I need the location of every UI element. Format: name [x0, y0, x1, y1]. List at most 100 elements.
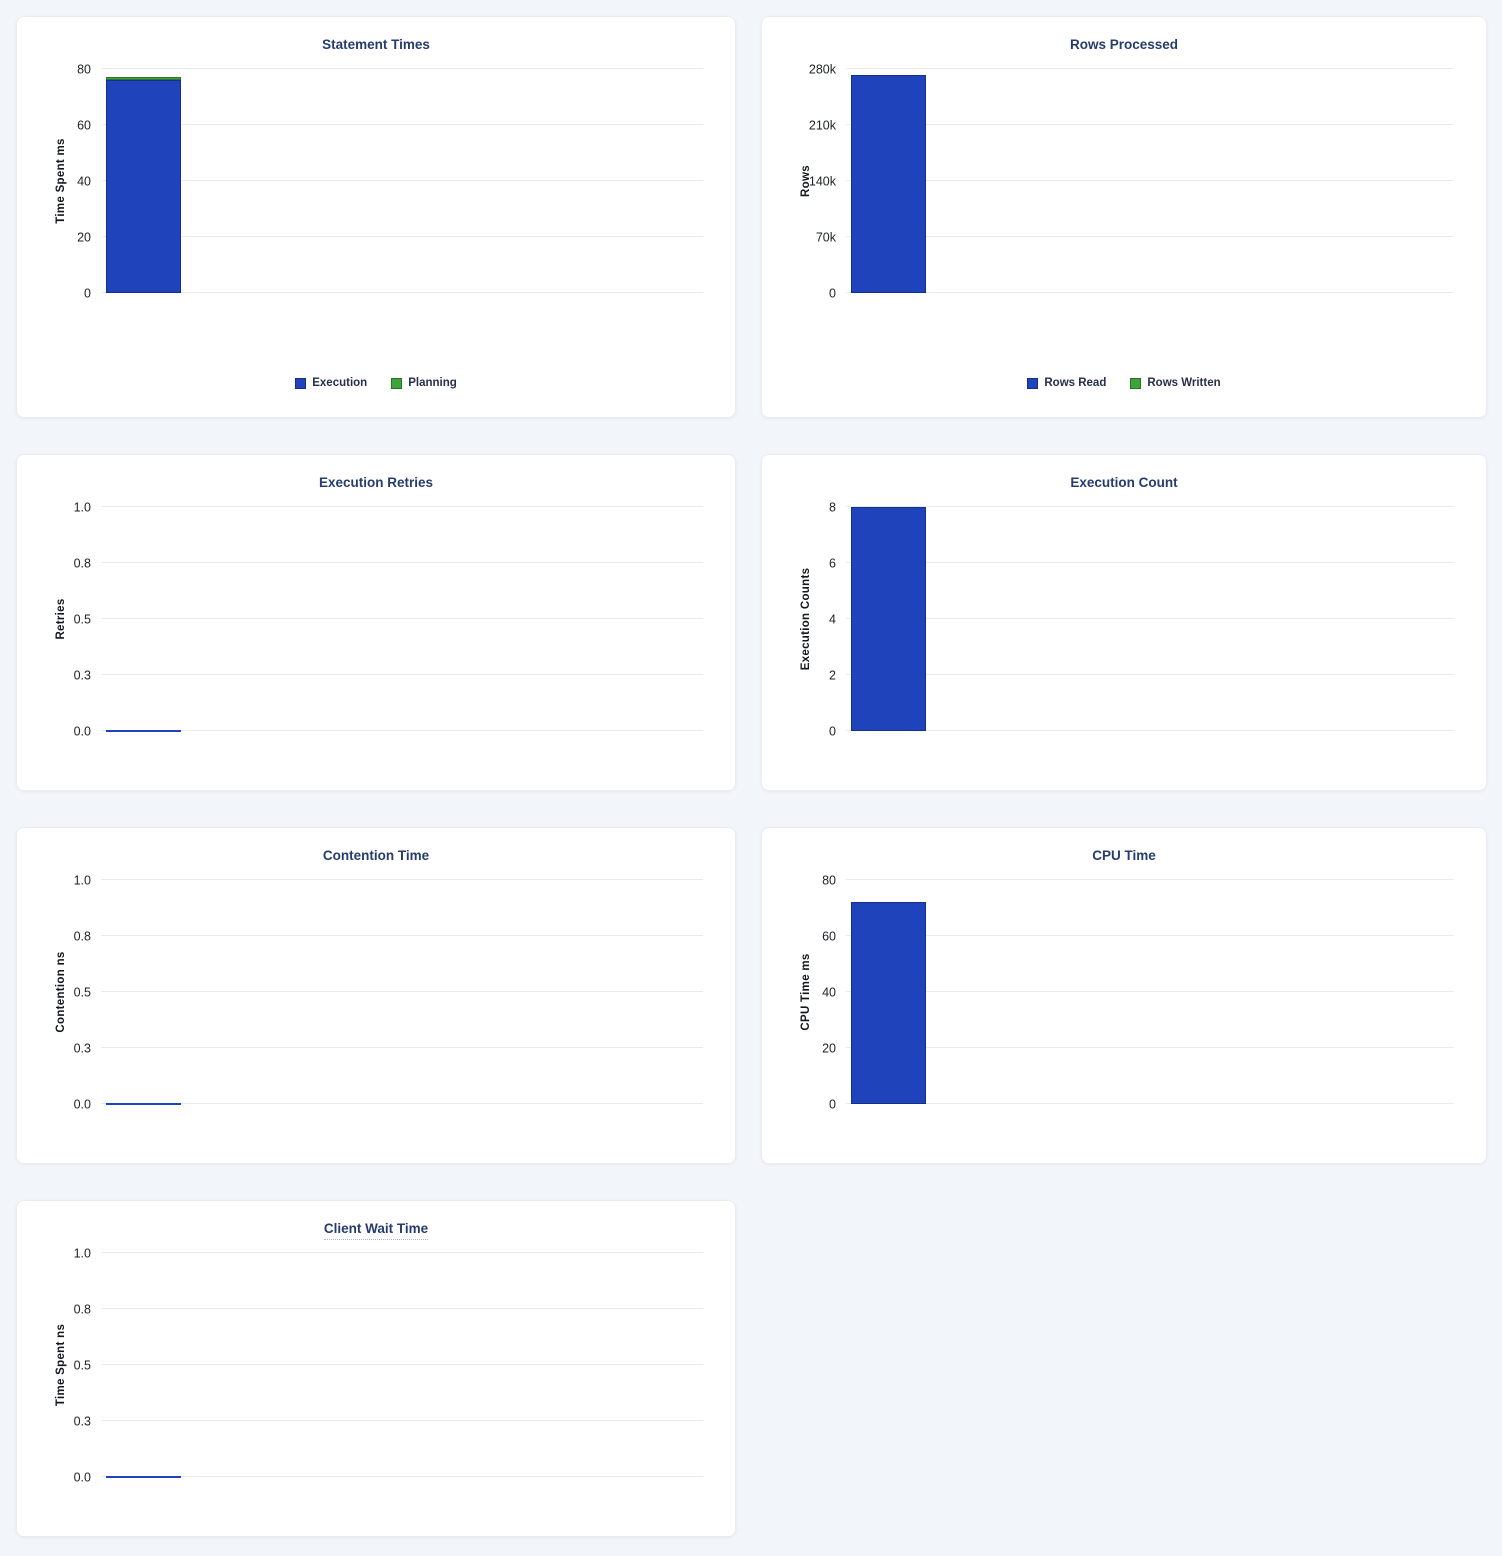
- legend-swatch-blue: [1027, 377, 1039, 389]
- y-tick-label: 0.8: [73, 928, 91, 943]
- y-tick-label: 0.5: [73, 1357, 91, 1372]
- y-tick-label: 40: [822, 984, 836, 999]
- y-tick-label: 8: [829, 499, 836, 514]
- gridline: [101, 180, 703, 181]
- y-tick-label: 140k: [808, 173, 836, 188]
- chart-title-text: Execution Retries: [318, 475, 434, 490]
- y-axis-label: Retries: [55, 598, 67, 640]
- gridline: [846, 730, 1454, 731]
- panel-execution-count: Execution Count Execution Counts 0 2 4 6 8: [761, 454, 1487, 791]
- gridline: [846, 562, 1454, 563]
- legend-label: Execution: [312, 377, 368, 389]
- y-tick-label: 0: [829, 1096, 836, 1111]
- y-tick-label: 0.0: [73, 1469, 91, 1484]
- legend-label: Rows Read: [1044, 377, 1107, 389]
- gridline: [101, 506, 703, 507]
- y-axis-label: Time Spent ms: [55, 138, 67, 224]
- chart-title-tooltip-trigger[interactable]: Client Wait Time: [323, 1221, 429, 1240]
- gridline: [101, 292, 703, 293]
- gridline: [101, 124, 703, 125]
- legend-swatch-green: [1130, 377, 1142, 389]
- y-tick-label: 1.0: [73, 1245, 91, 1260]
- gridline: [846, 124, 1454, 125]
- gridline: [846, 618, 1454, 619]
- gridline: [101, 879, 703, 880]
- gridline: [846, 935, 1454, 936]
- chart-title-execution-retries: Execution Retries: [17, 475, 735, 491]
- legend-swatch-blue: [295, 377, 307, 389]
- y-tick-label: 6: [829, 555, 836, 570]
- y-tick-label: 20: [77, 229, 91, 244]
- bar-rows-read: [851, 75, 926, 293]
- chart-cpu-time: CPU Time ms 0 20 40 60 80: [762, 874, 1486, 1110]
- gridline: [846, 236, 1454, 237]
- panel-execution-retries: Execution Retries Retries 0.0 0.3 0.5 0.8 1.…: [16, 454, 736, 791]
- gridline: [846, 1103, 1454, 1104]
- gridline: [101, 991, 703, 992]
- zero-value-bar: [106, 1103, 181, 1105]
- chart-title-execution-count: Execution Count: [762, 475, 1486, 491]
- y-tick-label: 0.0: [73, 1096, 91, 1111]
- plot-area: 0.0 0.3 0.5 0.8 1.0: [74, 501, 703, 737]
- legend-item-planning: Planning: [391, 377, 457, 389]
- chart-title-text: Rows Processed: [1069, 37, 1179, 52]
- panel-rows-processed: Rows Processed Rows 0 70k 140k 210k 280k Row…: [761, 16, 1487, 418]
- panel-contention-time: Contention Time Contention ns 0.0 0.3 0.5 0…: [16, 827, 736, 1164]
- legend-swatch-green: [391, 377, 403, 389]
- zero-value-bar: [106, 1476, 181, 1478]
- gridline: [101, 236, 703, 237]
- chart-title-text: CPU Time: [1092, 848, 1156, 863]
- gridline: [101, 1476, 703, 1477]
- plot-area: 0 20 40 60 80: [822, 874, 1454, 1110]
- y-tick-label: 40: [77, 173, 91, 188]
- plot-area: 0 2 4 6 8: [829, 501, 1454, 737]
- gridline: [101, 1308, 703, 1309]
- chart-title-client-wait-time: Client Wait Time: [17, 1221, 735, 1240]
- gridline: [101, 1364, 703, 1365]
- gridline: [846, 1047, 1454, 1048]
- y-tick-label: 70k: [815, 229, 836, 244]
- chart-title-statement-times: Statement Times: [17, 37, 735, 53]
- gridline: [846, 674, 1454, 675]
- y-tick-label: 0: [829, 285, 836, 300]
- gridline: [101, 935, 703, 936]
- legend-label: Planning: [408, 377, 457, 389]
- legend-item-execution: Execution: [295, 377, 367, 389]
- y-tick-label: 0: [829, 723, 836, 738]
- gridline: [101, 1252, 703, 1253]
- chart-rows-processed: Rows 0 70k 140k 210k 280k: [762, 63, 1486, 299]
- chart-title-text: Execution Count: [1070, 475, 1178, 490]
- chart-statement-times: Time Spent ms 0 20 40 60 80: [17, 63, 735, 299]
- gridline: [846, 68, 1454, 69]
- gridline: [101, 730, 703, 731]
- legend-item-rows-written: Rows Written: [1130, 377, 1221, 389]
- gridline: [846, 180, 1454, 181]
- y-tick-label: 80: [822, 872, 836, 887]
- y-tick-label: 0.5: [73, 984, 91, 999]
- y-tick-label: 80: [77, 61, 91, 76]
- panel-statement-times: Statement Times Time Spent ms 0 20 40 60 80 …: [16, 16, 736, 418]
- plot-area: 0 70k 140k 210k 280k: [809, 63, 1454, 299]
- y-tick-label: 1.0: [73, 499, 91, 514]
- chart-execution-retries: Retries 0.0 0.3 0.5 0.8 1.0: [17, 501, 735, 737]
- plot-area: 0 20 40 60 80: [77, 63, 703, 299]
- y-tick-label: 0.3: [73, 1413, 91, 1428]
- y-tick-label: 0.5: [73, 611, 91, 626]
- y-tick-label: 0.8: [73, 555, 91, 570]
- bar-cpu-time: [851, 902, 926, 1104]
- gridline: [101, 1103, 703, 1104]
- y-tick-label: 2: [829, 667, 836, 682]
- chart-title-contention-time: Contention Time: [17, 848, 735, 864]
- chart-execution-count: Execution Counts 0 2 4 6 8: [762, 501, 1486, 737]
- y-tick-label: 60: [77, 117, 91, 132]
- y-tick-label: 60: [822, 928, 836, 943]
- y-tick-label: 20: [822, 1040, 836, 1055]
- gridline: [101, 1420, 703, 1421]
- y-axis-label: CPU Time ms: [800, 953, 812, 1031]
- chart-title-text: Contention Time: [322, 848, 430, 863]
- y-tick-label: 0.3: [73, 667, 91, 682]
- chart-client-wait-time: Time Spent ns 0.0 0.3 0.5 0.8 1.0: [17, 1247, 735, 1483]
- chart-contention-time: Contention ns 0.0 0.3 0.5 0.8 1.0: [17, 874, 735, 1110]
- y-tick-label: 0.3: [73, 1040, 91, 1055]
